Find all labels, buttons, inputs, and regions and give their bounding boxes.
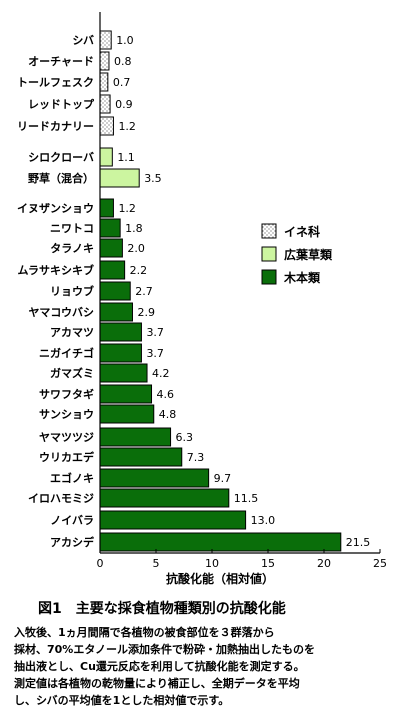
value-label: 3.7 xyxy=(146,347,164,360)
bar xyxy=(99,260,126,280)
x-tick-label: 25 xyxy=(373,557,387,570)
value-label: 0.9 xyxy=(115,98,133,111)
legend-label: イネ科 xyxy=(284,224,320,239)
bar xyxy=(99,404,155,424)
x-axis-title: 抗酸化能（相対値） xyxy=(166,571,274,586)
bar xyxy=(99,302,133,322)
bar xyxy=(99,218,121,238)
value-label: 2.7 xyxy=(135,285,153,298)
category-label: ヤマコウバシ xyxy=(28,306,94,319)
value-label: 2.9 xyxy=(137,306,155,319)
category-label: シロクローバ xyxy=(28,151,94,164)
category-label: サンショウ xyxy=(39,408,94,421)
value-label: 1.1 xyxy=(117,151,135,164)
legend-swatch xyxy=(261,223,277,239)
value-label: 2.0 xyxy=(127,242,144,255)
value-label: 4.2 xyxy=(152,367,170,380)
value-label: 3.5 xyxy=(144,172,162,185)
bar xyxy=(99,343,142,363)
bar xyxy=(99,468,210,488)
bar xyxy=(99,30,112,50)
bar xyxy=(99,238,123,258)
category-label: ヤマツツジ xyxy=(39,431,94,444)
figure-caption: 図1 主要な採食植物種類別の抗酸化能 xyxy=(38,601,286,617)
category-label: ニガイチゴ xyxy=(39,346,94,360)
category-label: サワフタギ xyxy=(39,387,94,401)
value-label: 1.2 xyxy=(118,202,136,215)
category-label: タラノキ xyxy=(50,242,94,255)
bar xyxy=(99,94,111,114)
value-label: 1.8 xyxy=(125,222,143,235)
value-label: 13.0 xyxy=(251,514,276,527)
note-line: 採材、70%エタノール添加条件で粉砕・加熱抽出したものを xyxy=(14,643,315,656)
note-line: し、シバの平均値を1とした相対値で示す。 xyxy=(14,694,230,707)
category-label: アカマツ xyxy=(50,326,94,339)
category-label: 野草（混合） xyxy=(28,171,94,185)
value-label: 1.0 xyxy=(116,34,134,47)
bar xyxy=(99,363,148,383)
category-label: レッドトップ xyxy=(28,97,95,111)
bar xyxy=(99,116,114,136)
bar xyxy=(99,168,140,188)
value-label: 0.7 xyxy=(113,76,131,89)
value-label: 11.5 xyxy=(234,492,258,505)
value-label: 4.6 xyxy=(157,388,175,401)
value-label: 2.2 xyxy=(130,264,148,277)
bar xyxy=(99,72,109,92)
category-label: ウリカエデ xyxy=(39,450,95,464)
category-label: リョウブ xyxy=(50,284,94,298)
note-line: 測定値は各植物の乾物量により補正し、全期データを平均 xyxy=(14,677,300,690)
category-label: リードカナリー xyxy=(17,120,94,133)
bar xyxy=(99,51,110,71)
x-tick-label: 10 xyxy=(205,557,219,570)
antioxidant-bar-chart: シバ 1.0 オーチャード 0.8 トールフェスク 0.7 レッドトップ 0.9 リードカナリー… xyxy=(17,12,387,586)
legend-swatch xyxy=(261,246,277,262)
category-label: シバ xyxy=(72,34,94,47)
category-label: アカシデ xyxy=(50,535,95,549)
x-tick-label: 20 xyxy=(317,557,331,570)
category-label: トールフェスク xyxy=(17,76,94,89)
bar xyxy=(99,427,172,447)
category-label: オーチャード xyxy=(28,55,94,68)
legend-label: 木本類 xyxy=(283,270,321,285)
value-label: 4.8 xyxy=(159,408,177,421)
category-label: エゴノキ xyxy=(50,471,94,485)
bar xyxy=(99,510,247,530)
note-line: 入牧後、1ヵ月間隔で各植物の被食部位を３群落から xyxy=(14,626,275,639)
x-tick-label: 5 xyxy=(153,557,160,570)
value-label: 6.3 xyxy=(176,431,194,444)
bar xyxy=(99,322,142,342)
x-tick-label: 0 xyxy=(97,557,104,570)
figure-note: 入牧後、1ヵ月間隔で各植物の被食部位を３群落から 採材、70%エタノール添加条件… xyxy=(14,624,408,709)
x-tick-label: 15 xyxy=(261,557,275,570)
bar xyxy=(99,488,230,508)
bar xyxy=(99,532,342,552)
value-label: 21.5 xyxy=(346,536,371,549)
bar xyxy=(99,447,183,467)
value-label: 9.7 xyxy=(214,472,232,485)
value-label: 7.3 xyxy=(187,451,205,464)
category-label: イヌザンショウ xyxy=(17,202,94,215)
bar xyxy=(99,147,113,167)
category-label: ニワトコ xyxy=(50,222,94,235)
legend-swatch xyxy=(261,269,277,285)
value-label: 0.8 xyxy=(114,55,131,68)
bar xyxy=(99,281,131,301)
note-line: 抽出液とし、Cu還元反応を利用して抗酸化能を測定する。 xyxy=(14,660,305,673)
bar xyxy=(99,198,114,218)
value-label: 1.2 xyxy=(118,120,136,133)
category-label: ガマズミ xyxy=(50,366,94,380)
category-label: ノイバラ xyxy=(50,514,94,527)
bar xyxy=(99,384,153,404)
category-label: ムラサキシキブ xyxy=(18,263,94,277)
legend-label: 広葉草類 xyxy=(284,247,333,262)
value-label: 3.7 xyxy=(146,326,164,339)
category-label: イロハモミジ xyxy=(28,492,94,505)
